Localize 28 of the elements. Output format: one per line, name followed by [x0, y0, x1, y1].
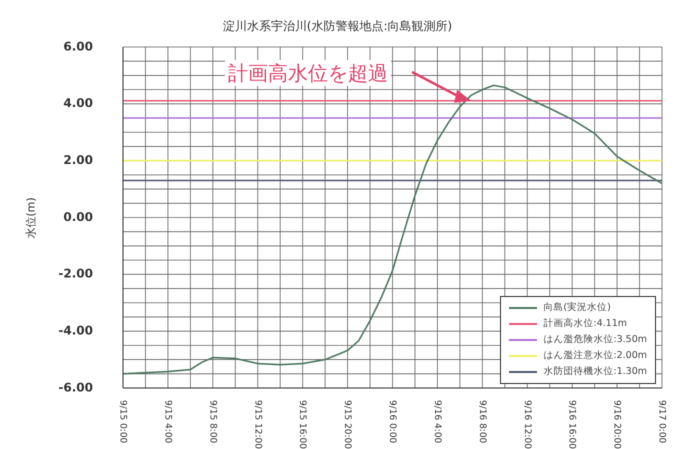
x-tick-label: 9/15 8:00	[207, 400, 218, 444]
x-tick-label: 9/16 16:00	[566, 400, 577, 449]
y-tick-label: 4.00	[63, 96, 93, 110]
x-tick-label: 9/15 20:00	[342, 400, 352, 449]
y-tick-label: -2.00	[58, 266, 93, 281]
annotation: 計画高水位を超過	[225, 60, 391, 86]
y-tick-label: 6.00	[63, 39, 93, 54]
y-tick-label: 0.00	[63, 210, 93, 224]
legend-label: はん濫注意水位:2.00m	[543, 349, 647, 363]
y-tick-label: -4.00	[58, 323, 93, 338]
x-tick-label: 9/16 4:00	[432, 400, 442, 444]
x-tick-label: 9/17 0:00	[656, 400, 667, 444]
chart-title: 淀川水系宇治川(水防警報地点:向島観測所)	[222, 18, 454, 35]
legend-label: 向島(実況水位)	[543, 301, 611, 315]
legend-label: はん濫危険水位:3.50m	[543, 333, 647, 347]
x-tick-label: 9/16 0:00	[387, 400, 398, 444]
y-tick-label: 2.00	[63, 152, 93, 167]
x-tick-label: 9/15 4:00	[162, 400, 172, 444]
legend-label: 水防団待機水位:1.30m	[543, 365, 647, 379]
y-axis-title: 水位(m)	[24, 196, 38, 238]
legend-label: 計画高水位:4.11m	[543, 317, 627, 331]
y-tick-label: -6.00	[58, 380, 93, 394]
x-tick-label: 9/16 20:00	[612, 400, 622, 449]
x-tick-label: 9/16 8:00	[476, 400, 487, 444]
x-tick-label: 9/15 0:00	[118, 400, 128, 444]
x-tick-label: 9/15 12:00	[252, 400, 262, 449]
x-tick-label: 9/16 12:00	[522, 400, 532, 449]
x-tick-label: 9/15 16:00	[297, 400, 308, 449]
